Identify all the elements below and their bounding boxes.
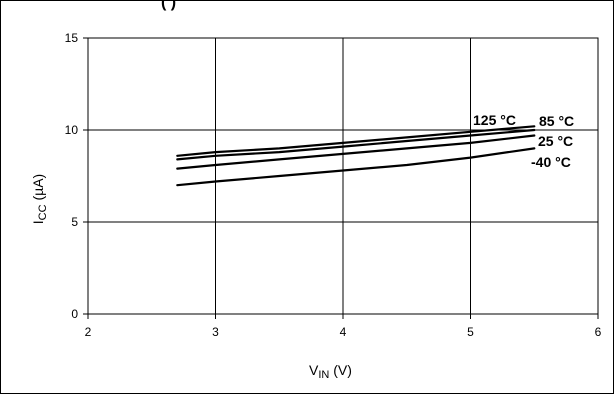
series-line-minus40c bbox=[176, 147, 536, 187]
series-line-125c bbox=[176, 125, 536, 157]
y-axis-title-unit: (µA) bbox=[30, 174, 46, 205]
x-tick-label: 3 bbox=[212, 325, 219, 339]
series-label-25c: 25 °C bbox=[538, 133, 573, 149]
x-axis-ticks: 2 3 4 5 6 bbox=[85, 314, 602, 339]
y-axis-title-main: I bbox=[30, 220, 46, 224]
x-axis-title-sub: IN bbox=[318, 369, 329, 381]
x-axis-title-main: V bbox=[309, 362, 319, 378]
y-tick-label: 5 bbox=[71, 215, 78, 229]
horizontal-gridlines bbox=[88, 129, 598, 223]
x-tick-label: 2 bbox=[85, 325, 92, 339]
series-label-minus40c: -40 °C bbox=[531, 154, 571, 170]
series-label-125c: 125 °C bbox=[473, 112, 516, 128]
y-axis-title: ICC (µA) bbox=[30, 174, 49, 224]
x-tick-label: 6 bbox=[595, 325, 602, 339]
series-lines bbox=[176, 125, 536, 187]
x-tick-label: 5 bbox=[467, 325, 474, 339]
series-label-85c: 85 °C bbox=[539, 113, 574, 129]
x-tick-label: 4 bbox=[340, 325, 347, 339]
y-axis-ticks: 0 5 10 15 bbox=[65, 31, 88, 321]
y-axis-title-sub: CC bbox=[37, 204, 49, 220]
y-tick-label: 10 bbox=[65, 123, 79, 137]
x-axis-title-unit: (V) bbox=[329, 362, 352, 378]
series-line-85c bbox=[176, 128, 536, 161]
top-clipped-text: ( ) bbox=[161, 1, 176, 11]
series-line-25c bbox=[176, 134, 536, 170]
y-tick-label: 15 bbox=[65, 31, 79, 45]
y-tick-label: 0 bbox=[71, 307, 78, 321]
vertical-gridlines bbox=[215, 38, 471, 314]
x-axis-title: VIN (V) bbox=[309, 362, 352, 381]
